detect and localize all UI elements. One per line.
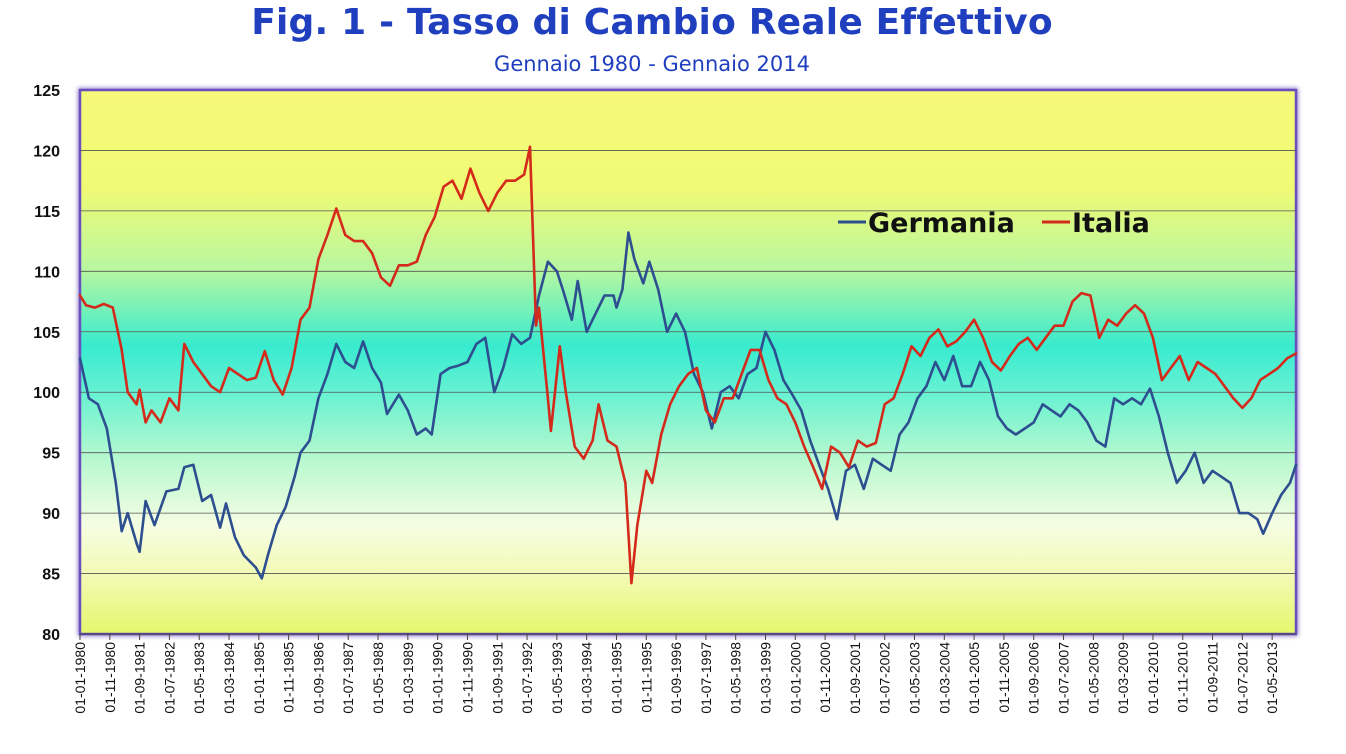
x-tick-label: 01-11-2005 [996, 642, 1012, 713]
x-tick-label: 01-01-2010 [1145, 642, 1161, 714]
chart-subtitle: Gennaio 1980 - Gennaio 2014 [494, 52, 810, 76]
x-tick-label: 01-07-2007 [1056, 642, 1072, 714]
y-tick-label: 85 [42, 567, 60, 584]
x-tick-label: 01-01-2000 [787, 642, 803, 714]
x-tick-label: 01-01-1985 [251, 642, 267, 714]
x-tick-label: 01-03-1994 [579, 642, 595, 714]
y-tick-label: 120 [33, 143, 60, 160]
x-tick-label: 01-09-2006 [1026, 642, 1042, 714]
y-tick-label: 115 [34, 204, 60, 221]
series-line-germania [78, 231, 1298, 580]
legend-label-italia: Italia [1072, 208, 1150, 239]
y-tick-label: 100 [33, 385, 60, 402]
x-tick-label: 01-09-2001 [847, 642, 863, 714]
series-line-italia [78, 145, 1298, 585]
plot-background [78, 88, 1298, 636]
x-tick-label: 01-07-1997 [698, 642, 714, 714]
legend-label-germania: Germania [868, 208, 1015, 239]
x-tick-label: 01-11-1995 [638, 642, 654, 713]
x-tick-label: 01-05-1993 [549, 642, 565, 714]
x-tick-label: 01-05-2003 [907, 642, 923, 714]
x-tick-label: 01-11-1990 [459, 642, 475, 713]
y-tick-label: 105 [33, 325, 60, 342]
y-tick-label: 95 [42, 446, 60, 463]
x-tick-label: 01-09-1996 [668, 642, 684, 714]
plot-area [78, 88, 1298, 636]
y-tick-label: 80 [42, 627, 60, 644]
x-tick-label: 01-09-1981 [132, 642, 148, 714]
y-tick-label: 90 [42, 506, 60, 523]
x-tick-label: 01-03-2009 [1115, 642, 1131, 714]
x-tick-label: 01-09-2011 [1205, 642, 1221, 713]
x-tick-label: 01-01-1980 [72, 642, 88, 714]
x-tick-label: 01-03-1989 [400, 642, 416, 714]
x-tick-label: 01-07-1992 [519, 642, 535, 714]
y-tick-label: 110 [34, 264, 60, 281]
y-tick-label: 125 [33, 83, 60, 100]
x-tick-label: 01-07-2002 [877, 642, 893, 714]
x-tick-label: 01-03-2004 [936, 642, 952, 714]
y-axis: 80 85 90 95 100 105 110 115 120 125 [33, 83, 60, 644]
x-tick-label: 01-09-1986 [310, 642, 326, 714]
x-tick-label: 01-11-2000 [817, 642, 833, 713]
x-tick-label: 01-01-2005 [966, 642, 982, 714]
legend: Germania Italia [838, 208, 1150, 239]
x-axis: 01-01-1980 01-11-1980 01-09-1981 01-07-1982… [72, 633, 1296, 714]
x-tick-label: 01-05-2013 [1264, 642, 1280, 714]
x-tick-label: 01-07-2012 [1234, 642, 1250, 714]
x-tick-label: 01-09-1991 [489, 642, 505, 714]
x-tick-label: 01-01-1995 [608, 642, 624, 714]
x-tick-label: 01-03-1999 [757, 642, 773, 714]
x-tick-label: 01-01-1990 [430, 642, 446, 714]
x-tick-label: 01-03-1984 [221, 642, 237, 714]
x-tick-label: 01-05-1983 [191, 642, 207, 714]
x-tick-label: 01-05-1988 [370, 642, 386, 714]
x-tick-label: 01-07-1982 [161, 642, 177, 714]
x-tick-label: 01-11-1985 [281, 642, 297, 713]
x-tick-label: 01-11-1980 [102, 642, 118, 713]
x-tick-label: 01-07-1987 [340, 642, 356, 714]
chart-title: Fig. 1 - Tasso di Cambio Reale Effettivo [251, 2, 1053, 43]
series-lines [78, 145, 1298, 585]
x-tick-label: 01-05-2008 [1085, 642, 1101, 714]
x-tick-label: 01-11-2010 [1175, 642, 1191, 713]
x-tick-label: 01-05-1998 [728, 642, 744, 714]
